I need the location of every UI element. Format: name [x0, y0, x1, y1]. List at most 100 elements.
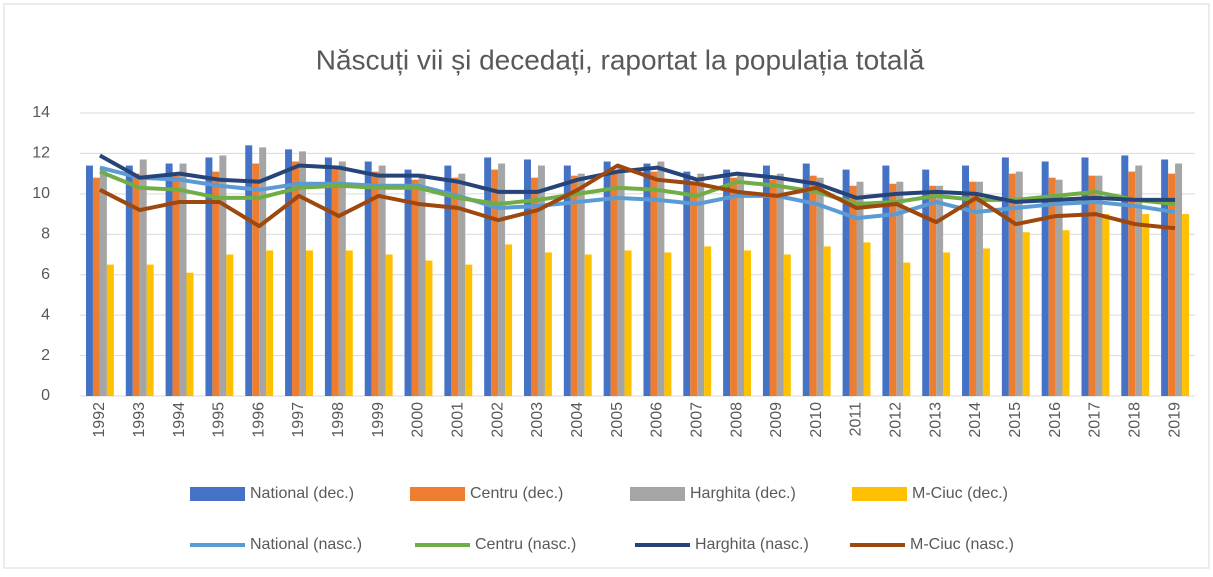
bar — [896, 181, 904, 396]
bar — [617, 167, 625, 396]
bar — [146, 264, 154, 396]
bar — [610, 173, 618, 396]
bar — [1062, 230, 1070, 396]
x-tick-label: 2001 — [450, 402, 467, 438]
bar — [186, 272, 194, 396]
bar — [863, 242, 871, 396]
bar — [285, 149, 293, 396]
bar — [856, 181, 864, 396]
bar — [762, 165, 770, 396]
bar — [125, 165, 133, 396]
bar — [783, 254, 791, 396]
y-tick-label: 12 — [32, 145, 50, 162]
bar — [690, 181, 698, 396]
bar — [882, 165, 890, 396]
bar — [179, 163, 187, 396]
x-tick-label: 1999 — [370, 402, 387, 438]
bar — [1001, 157, 1009, 396]
bar — [1121, 155, 1129, 396]
y-tick-label: 6 — [41, 266, 50, 283]
bar — [444, 165, 452, 396]
bar — [769, 179, 777, 396]
bar — [245, 145, 253, 396]
bar — [823, 246, 831, 396]
x-tick-label: 2002 — [489, 402, 506, 438]
x-tick-label: 2007 — [688, 402, 705, 438]
bar — [378, 165, 386, 396]
legend-label: Centru (nasc.) — [475, 536, 576, 553]
legend-label: National (nasc.) — [250, 536, 362, 553]
bar — [982, 248, 990, 396]
x-tick-label: 2019 — [1166, 402, 1183, 438]
bar — [603, 161, 611, 396]
x-tick-label: 2005 — [609, 402, 626, 438]
bar — [345, 250, 353, 396]
bar — [975, 181, 983, 396]
legend-label: Harghita (dec.) — [690, 485, 796, 502]
legend-swatch — [630, 487, 685, 501]
bar — [809, 175, 817, 396]
bar — [1182, 214, 1190, 396]
bar — [1088, 175, 1096, 396]
bar — [491, 169, 499, 396]
bar — [451, 177, 459, 396]
bar — [1022, 232, 1030, 396]
y-tick-label: 2 — [41, 347, 50, 364]
bar — [299, 151, 306, 396]
y-tick-label: 8 — [41, 226, 50, 243]
chart-title: Născuți vii și decedați, raportat la pop… — [316, 44, 925, 75]
bar — [371, 171, 379, 396]
legend-label: Centru (dec.) — [470, 485, 563, 502]
x-tick-label: 2013 — [927, 402, 944, 438]
bar — [650, 171, 658, 396]
bar — [106, 264, 114, 396]
x-tick-label: 1994 — [171, 402, 188, 438]
bar — [205, 157, 213, 396]
legend-label: M-Ciuc (dec.) — [912, 485, 1008, 502]
x-tick-label: 2008 — [728, 402, 745, 438]
bar — [92, 177, 100, 396]
bar — [744, 250, 751, 396]
bar — [969, 181, 976, 396]
bar — [498, 163, 506, 396]
legend-swatch — [852, 487, 907, 501]
x-tick-label: 2018 — [1126, 402, 1143, 438]
bar — [505, 244, 513, 396]
bar — [643, 163, 651, 396]
bar — [99, 167, 107, 396]
bar — [484, 157, 492, 396]
line — [98, 153, 1176, 204]
x-tick-label: 1993 — [131, 402, 148, 438]
legend-label: Harghita (nasc.) — [695, 536, 809, 553]
bar — [664, 252, 672, 396]
bar — [570, 175, 578, 396]
x-tick-label: 1995 — [211, 402, 228, 438]
bar — [1175, 163, 1183, 396]
bar — [524, 159, 531, 396]
x-tick-label: 2015 — [1007, 402, 1024, 438]
bar — [962, 165, 970, 396]
bar — [943, 252, 951, 396]
bar — [842, 169, 850, 396]
bar — [404, 169, 412, 396]
bar — [816, 177, 824, 396]
bar — [219, 155, 227, 396]
y-tick-label: 14 — [32, 104, 50, 121]
bar — [936, 185, 944, 396]
bar — [1015, 171, 1023, 396]
bar — [697, 173, 705, 396]
x-tick-label: 2003 — [529, 402, 546, 438]
bar — [683, 171, 691, 396]
bar — [1081, 157, 1089, 396]
bar — [1161, 159, 1169, 396]
x-tick-label: 2009 — [768, 402, 785, 438]
bar — [737, 173, 745, 396]
bar — [1008, 173, 1016, 396]
x-tick-label: 2014 — [967, 402, 984, 438]
bar — [704, 246, 712, 396]
bar — [544, 252, 552, 396]
bar — [929, 185, 937, 396]
bar — [458, 173, 466, 396]
bar — [657, 161, 665, 396]
